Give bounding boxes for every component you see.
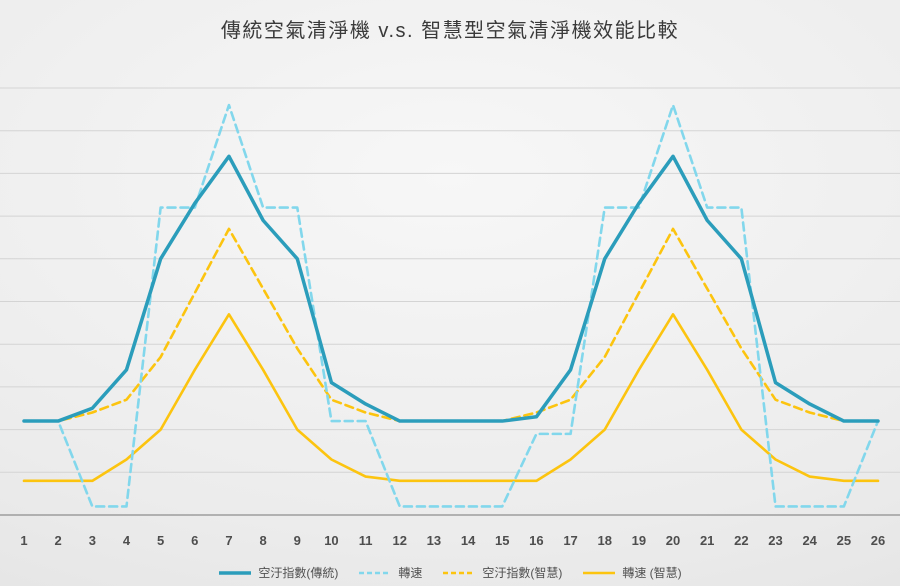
- x-axis-label: 11: [359, 533, 373, 548]
- x-axis-label: 21: [700, 533, 714, 548]
- x-axis-label: 12: [393, 533, 407, 548]
- legend-label-speed-smart: 轉速 (智慧): [622, 566, 682, 580]
- legend-swatch-pollution-traditional: [219, 570, 252, 575]
- legend-label-pollution-smart: 空汙指數(智慧): [482, 566, 563, 580]
- x-axis-label: 17: [563, 533, 577, 548]
- legend-item-pollution-smart: 空汙指數(智慧): [442, 564, 562, 581]
- legend-label-pollution-traditional: 空汙指數(傳統): [258, 566, 339, 580]
- x-axis-label: 14: [461, 533, 476, 548]
- x-axis-label: 10: [324, 533, 338, 548]
- legend-label-speed-traditional: 轉速: [398, 566, 423, 580]
- legend-swatch-pollution-smart: [443, 571, 476, 574]
- series-line-speed-traditional: [22, 103, 880, 508]
- series-line-pollution-smart: [22, 227, 880, 423]
- chart-title: 傳統空氣清淨機 v.s. 智慧型空氣清淨機效能比較: [220, 20, 680, 42]
- chart-legend: 空汙指數(傳統) 轉速 空汙指數(智慧) 轉速 (智慧): [0, 564, 900, 581]
- legend-item-speed-traditional: 轉速: [358, 564, 422, 581]
- legend-item-speed-smart: 轉速 (智慧): [582, 564, 682, 581]
- x-axis-label: 7: [225, 533, 232, 548]
- x-axis-label: 16: [529, 533, 543, 548]
- series-line-pollution-traditional: [22, 154, 880, 423]
- x-axis-label: 6: [191, 533, 198, 548]
- legend-item-pollution-traditional: 空汙指數(傳統): [218, 564, 338, 581]
- x-axis-label: 15: [495, 533, 509, 548]
- x-axis-label: 26: [871, 533, 885, 548]
- x-axis-label: 18: [597, 533, 611, 548]
- x-axis-label: 4: [123, 533, 131, 548]
- x-axis-label: 24: [802, 533, 817, 548]
- x-axis-label: 19: [632, 533, 646, 548]
- x-axis-label: 20: [666, 533, 680, 548]
- x-axis-label: 8: [260, 533, 267, 548]
- x-axis-label: 2: [55, 533, 62, 548]
- legend-swatch-speed-smart: [583, 571, 616, 574]
- series-line-speed-smart: [22, 313, 880, 483]
- x-axis-label: 3: [89, 533, 96, 548]
- x-axis-label: 23: [768, 533, 782, 548]
- x-axis-label: 9: [294, 533, 301, 548]
- x-axis-label: 22: [734, 533, 748, 548]
- x-axis-label: 1: [20, 533, 27, 548]
- x-axis-label: 25: [837, 533, 851, 548]
- x-axis-label: 13: [427, 533, 441, 548]
- x-axis-label: 5: [157, 533, 164, 548]
- legend-swatch-speed-traditional: [359, 571, 392, 574]
